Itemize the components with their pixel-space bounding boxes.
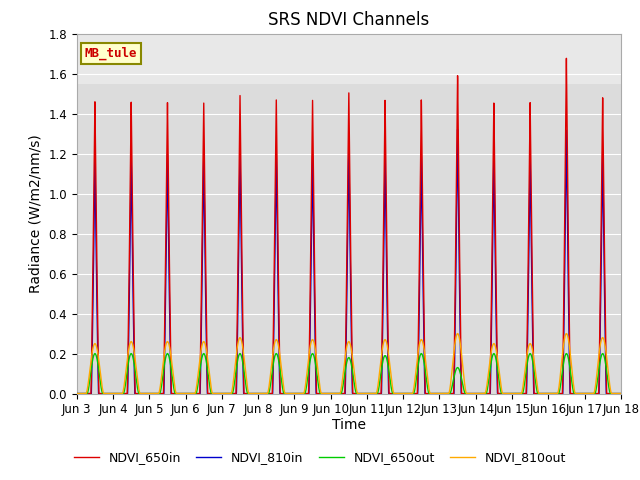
Title: SRS NDVI Channels: SRS NDVI Channels xyxy=(268,11,429,29)
NDVI_650in xyxy=(184,391,191,396)
NDVI_810out xyxy=(501,391,509,396)
Text: MB_tule: MB_tule xyxy=(85,47,138,60)
NDVI_650in xyxy=(615,391,623,396)
NDVI_650out xyxy=(91,351,99,357)
NDVI_810in xyxy=(276,391,284,396)
Bar xyxy=(77,84,621,394)
Line: NDVI_650in: NDVI_650in xyxy=(77,59,621,394)
NDVI_810out xyxy=(563,331,570,336)
NDVI_650out xyxy=(617,391,625,396)
Y-axis label: Radiance (W/m2/nm/s): Radiance (W/m2/nm/s) xyxy=(29,134,43,293)
X-axis label: Time: Time xyxy=(332,418,366,432)
NDVI_650in xyxy=(424,391,431,396)
NDVI_650out xyxy=(276,370,284,376)
NDVI_810in xyxy=(454,127,461,132)
NDVI_810out xyxy=(276,357,284,363)
NDVI_650in xyxy=(73,391,81,396)
Line: NDVI_650out: NDVI_650out xyxy=(77,354,621,394)
NDVI_810in xyxy=(424,391,431,396)
NDVI_650out xyxy=(424,386,431,392)
NDVI_650out xyxy=(73,391,81,396)
NDVI_650in xyxy=(501,391,509,396)
NDVI_810out xyxy=(424,377,431,383)
NDVI_650out xyxy=(501,391,509,396)
Line: NDVI_810in: NDVI_810in xyxy=(77,130,621,394)
Line: NDVI_810out: NDVI_810out xyxy=(77,334,621,394)
Legend: NDVI_650in, NDVI_810in, NDVI_650out, NDVI_810out: NDVI_650in, NDVI_810in, NDVI_650out, NDV… xyxy=(68,446,572,469)
NDVI_650in xyxy=(617,391,625,396)
NDVI_650in xyxy=(189,391,197,396)
NDVI_650out xyxy=(184,391,191,396)
NDVI_810in xyxy=(501,391,509,396)
NDVI_810in xyxy=(617,391,625,396)
NDVI_810in xyxy=(184,391,191,396)
NDVI_810out xyxy=(73,391,81,396)
NDVI_810in xyxy=(73,391,81,396)
NDVI_810in xyxy=(189,391,197,396)
NDVI_650in xyxy=(563,56,570,61)
NDVI_650out xyxy=(189,391,197,396)
NDVI_650in xyxy=(276,391,284,396)
NDVI_810out xyxy=(617,391,625,396)
NDVI_810in xyxy=(615,391,623,396)
NDVI_810out xyxy=(615,391,623,396)
NDVI_810out xyxy=(184,391,191,396)
NDVI_810out xyxy=(189,391,197,396)
NDVI_650out xyxy=(615,391,623,396)
